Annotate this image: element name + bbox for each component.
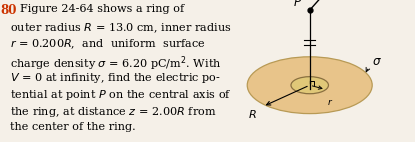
Text: $V$ = 0 at infinity, find the electric po-: $V$ = 0 at infinity, find the electric p… — [10, 71, 221, 85]
Text: the ring, at distance $z$ = 2.00$R$ from: the ring, at distance $z$ = 2.00$R$ from — [10, 105, 216, 119]
Text: 80: 80 — [0, 4, 16, 17]
Text: charge density $\sigma$ = 6.20 pC/m$^2$. With: charge density $\sigma$ = 6.20 pC/m$^2$.… — [10, 55, 221, 73]
Text: outer radius $R$ = 13.0 cm, inner radius: outer radius $R$ = 13.0 cm, inner radius — [10, 21, 232, 35]
Text: the center of the ring.: the center of the ring. — [10, 122, 135, 131]
Text: $r$: $r$ — [327, 97, 333, 106]
Text: $P$: $P$ — [293, 0, 303, 9]
Ellipse shape — [247, 57, 372, 114]
Ellipse shape — [291, 77, 328, 94]
Text: $\sigma$: $\sigma$ — [366, 55, 382, 72]
Text: Figure 24-64 shows a ring of: Figure 24-64 shows a ring of — [20, 4, 184, 14]
Text: $r$ = 0.200$R$,  and  uniform  surface: $r$ = 0.200$R$, and uniform surface — [10, 38, 205, 51]
Text: $R$: $R$ — [249, 108, 257, 120]
Text: tential at point $P$ on the central axis of: tential at point $P$ on the central axis… — [10, 88, 232, 102]
